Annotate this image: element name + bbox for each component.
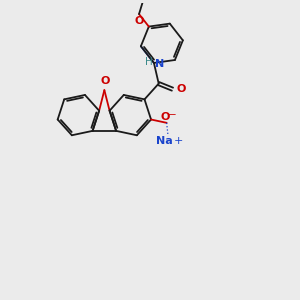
Text: O: O — [176, 84, 186, 94]
Text: N: N — [155, 58, 164, 68]
Text: O: O — [135, 16, 144, 26]
Text: O: O — [100, 76, 110, 86]
Text: +: + — [174, 136, 183, 146]
Text: O: O — [160, 112, 170, 122]
Text: Na: Na — [156, 136, 173, 146]
Text: H: H — [145, 57, 153, 67]
Text: −: − — [167, 110, 176, 121]
